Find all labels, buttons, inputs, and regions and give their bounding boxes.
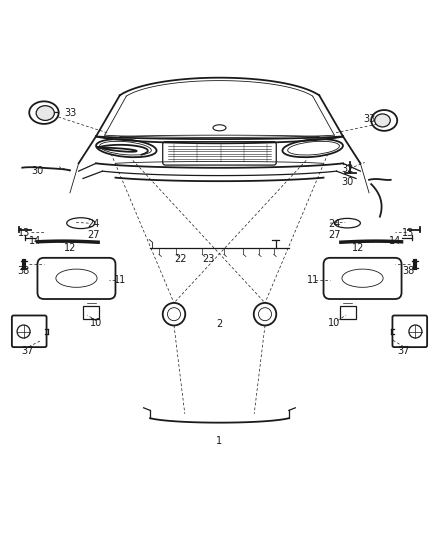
Text: 1: 1: [216, 436, 222, 446]
Text: 12: 12: [351, 243, 364, 253]
Text: 11: 11: [306, 276, 318, 285]
Text: 13: 13: [401, 228, 413, 238]
Text: 12: 12: [64, 243, 76, 253]
Text: 37: 37: [397, 346, 409, 356]
Text: 22: 22: [174, 254, 186, 264]
Text: 38: 38: [401, 266, 413, 276]
Text: 32: 32: [340, 164, 353, 174]
Bar: [83, 305, 99, 319]
Text: 14: 14: [29, 236, 41, 246]
Text: 38: 38: [18, 266, 30, 276]
Text: 27: 27: [327, 230, 340, 240]
Text: 33: 33: [362, 114, 374, 124]
Text: 10: 10: [90, 318, 102, 328]
Text: 33: 33: [64, 108, 76, 118]
Bar: [339, 305, 355, 319]
Text: 10: 10: [328, 318, 340, 328]
Text: 23: 23: [202, 254, 214, 264]
Text: 24: 24: [328, 219, 340, 229]
Text: 37: 37: [21, 346, 34, 356]
Text: 24: 24: [88, 219, 100, 229]
Text: 14: 14: [388, 236, 400, 246]
Ellipse shape: [374, 114, 389, 127]
Text: 13: 13: [18, 228, 30, 238]
Text: 30: 30: [31, 166, 43, 176]
Text: 30: 30: [340, 177, 353, 187]
Text: 2: 2: [216, 319, 222, 329]
Text: 27: 27: [87, 230, 100, 240]
Ellipse shape: [36, 106, 54, 120]
Text: 11: 11: [113, 276, 126, 285]
